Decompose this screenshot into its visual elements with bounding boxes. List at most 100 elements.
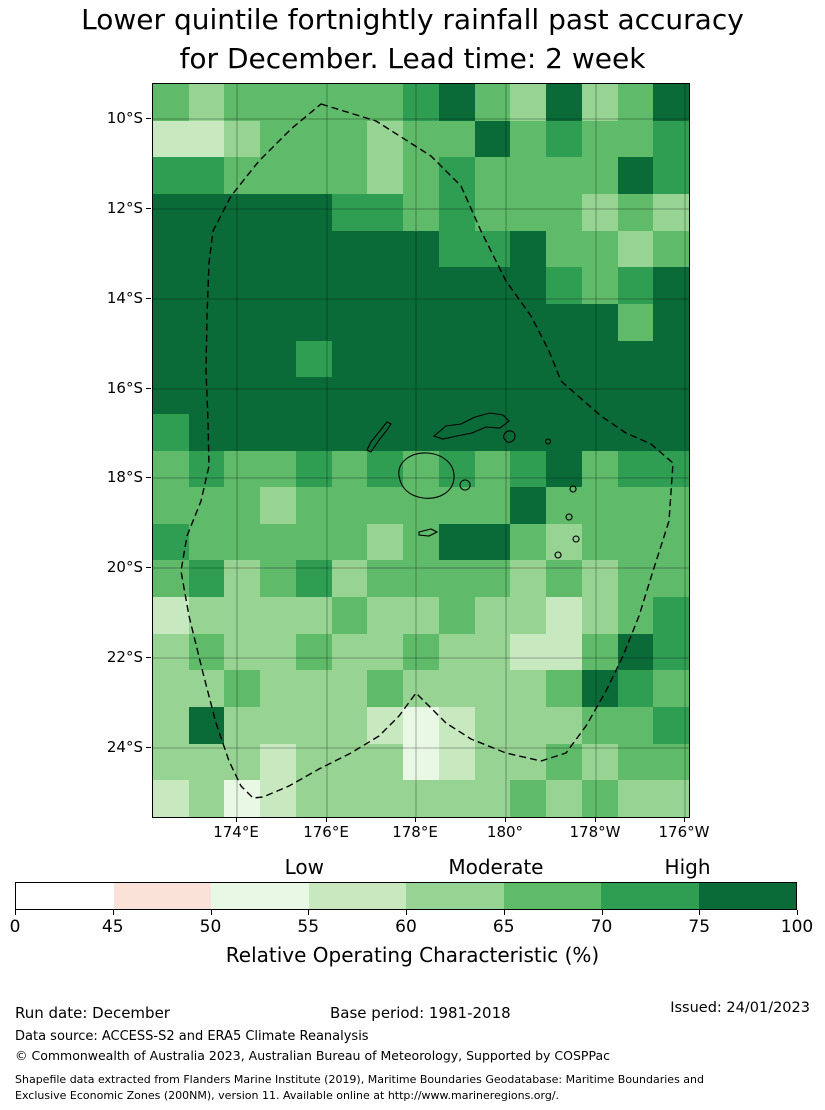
heatmap-cell: [474, 377, 511, 414]
heatmap-cell: [331, 597, 368, 634]
x-tick-label: 180°: [486, 823, 524, 841]
heatmap-cell: [546, 707, 582, 744]
island-viti-levu: [398, 452, 455, 499]
heatmap-cell: [546, 780, 582, 817]
heatmap-cell: [438, 267, 475, 304]
heatmap-cell: [403, 707, 439, 744]
heatmap-cell: [295, 230, 332, 268]
heatmap-cell: [653, 303, 689, 341]
heatmap-cell: [188, 303, 225, 341]
heatmap-cell: [510, 157, 547, 194]
heatmap-cell: [188, 670, 225, 708]
colorbar-tick-mark: [308, 910, 310, 915]
heatmap-cell: [295, 487, 332, 524]
heatmap-cell: [403, 377, 439, 414]
y-tick-label: 14°S: [106, 289, 143, 307]
heatmap-cell: [617, 157, 654, 194]
heatmap-cell: [153, 303, 189, 341]
heatmap-cell: [153, 340, 189, 378]
heatmap-cell: [260, 450, 296, 488]
heatmap-cell: [153, 450, 189, 488]
heatmap-cell: [474, 413, 511, 451]
heatmap-cell: [510, 84, 547, 121]
heatmap-cell: [510, 377, 547, 414]
y-tick-mark: [146, 747, 151, 748]
heatmap-cell: [224, 230, 261, 268]
heatmap-cell: [260, 267, 296, 304]
heatmap-cell: [331, 633, 368, 671]
heatmap-cell: [367, 633, 404, 671]
heatmap-cell: [653, 120, 689, 158]
heatmap-cell: [510, 560, 547, 598]
heatmap-cell: [224, 450, 261, 488]
heatmap-cell: [438, 780, 475, 817]
colorbar-segment: [113, 883, 211, 909]
heatmap-cell: [153, 230, 189, 268]
heatmap-cell: [260, 597, 296, 634]
heatmap-cell: [617, 377, 654, 414]
x-tick-mark: [595, 817, 596, 822]
heatmap-cell: [224, 487, 261, 524]
heatmap-cell: [653, 230, 689, 268]
colorbar-tick-label: 60: [395, 917, 417, 937]
heatmap-cell: [581, 303, 618, 341]
heatmap-cell: [438, 523, 475, 561]
heatmap-cell: [295, 523, 332, 561]
heatmap-cell: [438, 670, 475, 708]
heatmap-cell: [617, 597, 654, 634]
heatmap-cell: [474, 487, 511, 524]
heatmap-cell: [581, 633, 618, 671]
x-tick-label: 174°E: [213, 823, 259, 841]
colorbar-tick-mark: [15, 910, 16, 915]
heatmap-cell: [260, 670, 296, 708]
heatmap-cell: [510, 597, 547, 634]
heatmap-cell: [546, 670, 582, 708]
heatmap-cell: [295, 597, 332, 634]
heatmap-cell: [367, 670, 404, 708]
x-tick-label: 178°E: [392, 823, 438, 841]
heatmap-cell: [581, 413, 618, 451]
heatmap-cell: [295, 450, 332, 488]
colorbar-segment: [406, 883, 504, 909]
island-lau-4: [554, 551, 562, 559]
heatmap-cell: [224, 377, 261, 414]
heatmap-cell: [617, 743, 654, 781]
heatmap-cell: [403, 633, 439, 671]
heatmap-cell: [331, 230, 368, 268]
heatmap-cell: [331, 523, 368, 561]
colorbar-segment: [698, 883, 796, 909]
heatmap-cell: [474, 450, 511, 488]
x-tick-label: 176°E: [303, 823, 349, 841]
heatmap-cell: [546, 413, 582, 451]
chart-title-line1: Lower quintile fortnightly rainfall past…: [81, 3, 744, 36]
heatmap-cell: [331, 743, 368, 781]
colorbar-segment: [601, 883, 699, 909]
heatmap-cell: [474, 230, 511, 268]
heatmap-cell: [295, 413, 332, 451]
heatmap-cell: [260, 743, 296, 781]
x-tick-mark: [326, 817, 327, 822]
heatmap-cell: [617, 230, 654, 268]
heatmap-cell: [438, 597, 475, 634]
y-tick-mark: [146, 567, 151, 568]
heatmap-cell: [546, 743, 582, 781]
heatmap-cell: [188, 743, 225, 781]
map-overlay: [153, 84, 689, 817]
heatmap-cell: [295, 157, 332, 194]
heatmap-cell: [617, 120, 654, 158]
heatmap-cell: [153, 780, 189, 817]
heatmap-cell: [438, 230, 475, 268]
heatmap-cell: [153, 157, 189, 194]
colorbar-tick-mark: [112, 910, 114, 915]
heatmap-cell: [260, 377, 296, 414]
heatmap-cell: [295, 780, 332, 817]
island-taveuni: [503, 430, 516, 443]
heatmap-cell: [153, 193, 189, 231]
heatmap-cell: [510, 670, 547, 708]
y-tick-label: 12°S: [106, 199, 143, 217]
colorbar-segment: [503, 883, 601, 909]
heatmap-cell: [367, 267, 404, 304]
colorbar-tick-mark: [406, 910, 407, 915]
heatmap-cell: [581, 84, 618, 121]
heatmap-cell: [617, 670, 654, 708]
